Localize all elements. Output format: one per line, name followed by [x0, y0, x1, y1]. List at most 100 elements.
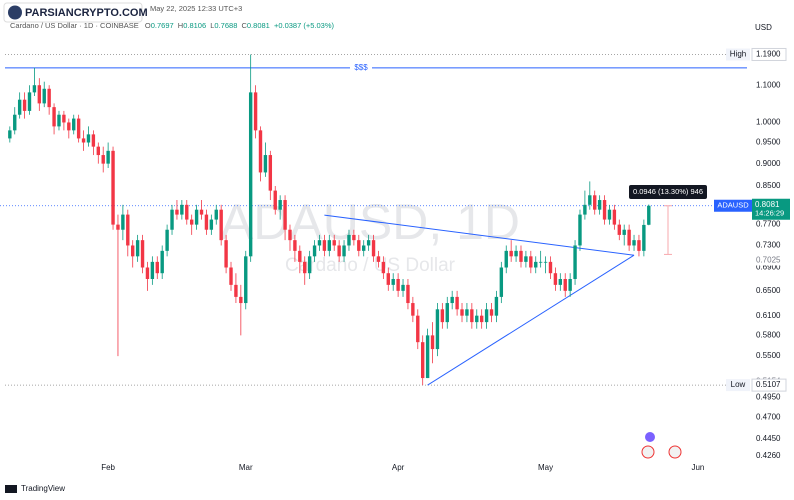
level-price-box	[751, 378, 787, 392]
candle-body	[573, 245, 577, 279]
candle-body	[519, 250, 523, 262]
candle-body	[509, 250, 513, 257]
candle-body	[8, 130, 12, 139]
candle-body	[42, 88, 46, 104]
y-tick-label: 0.4950	[756, 392, 781, 401]
y-tick-label: 0.5800	[756, 330, 781, 339]
candle-body	[489, 309, 494, 316]
candle-body	[322, 240, 327, 251]
ohlc-key: C	[241, 21, 247, 30]
candle-body	[440, 309, 445, 323]
ohlc-value: 0.8081	[247, 21, 270, 30]
candle-body	[475, 315, 479, 323]
candle-body	[175, 209, 179, 215]
candle-body	[67, 122, 71, 131]
candle-body	[396, 278, 400, 291]
candle-body	[180, 204, 184, 215]
candle-body	[165, 229, 169, 251]
candle-body	[543, 261, 548, 263]
axis-label: 0.7025	[756, 256, 781, 265]
candle-body	[411, 303, 415, 316]
candle-body	[499, 267, 504, 297]
candle-body	[150, 261, 155, 279]
candle-body	[588, 195, 592, 205]
candle-body	[494, 296, 499, 316]
candle-body	[371, 240, 376, 257]
y-tick-label: 0.9500	[756, 138, 781, 147]
logo-box	[3, 2, 143, 23]
candle-body	[91, 134, 96, 147]
candle-body	[622, 229, 626, 235]
level-price: 0.5107	[756, 380, 781, 389]
candle-body	[189, 219, 194, 225]
candle-body	[514, 250, 518, 257]
candle-body	[116, 224, 120, 230]
candle-body	[248, 92, 253, 257]
y-tick-label: 0.4450	[756, 434, 781, 443]
candle-body	[381, 261, 386, 274]
candle-body	[337, 245, 341, 257]
candle-body	[111, 150, 115, 225]
candle-body	[406, 284, 410, 304]
candle-body	[13, 114, 17, 131]
ohlc-key: O	[145, 21, 151, 30]
candle-body	[268, 155, 273, 191]
candle-body	[57, 114, 61, 127]
candle-body	[185, 204, 189, 220]
ohlc-value: 0.8106	[183, 21, 206, 30]
candle-body	[391, 278, 395, 285]
footer-text: TradingView	[21, 484, 65, 493]
candle-body	[317, 240, 322, 246]
x-tick-label: Apr	[392, 463, 405, 472]
measure-box	[629, 185, 707, 199]
candle-body	[293, 240, 297, 251]
candle-body	[435, 309, 440, 350]
candle-body	[72, 118, 76, 131]
candle-body	[131, 245, 135, 257]
candle-body	[578, 214, 582, 246]
candle-body	[362, 245, 366, 251]
trendline	[324, 214, 635, 256]
footer-icon	[5, 485, 17, 493]
footer: TradingView	[5, 484, 65, 493]
candle-body	[420, 342, 425, 379]
ohlc-key: L	[210, 21, 214, 30]
price-label: 0.8081	[755, 200, 780, 209]
candle-body	[376, 256, 381, 262]
candle-body	[352, 234, 356, 241]
candle-body	[214, 209, 218, 220]
candle-body	[22, 99, 27, 111]
key-level-label-bg	[350, 62, 372, 73]
candle-body	[224, 240, 228, 268]
candle-body	[538, 261, 543, 263]
events	[641, 432, 682, 459]
candle-body	[303, 261, 307, 274]
y-tick-label: 0.6100	[756, 311, 781, 320]
x-tick-label: Mar	[239, 463, 253, 472]
candle-body	[258, 130, 263, 173]
candle-body	[244, 256, 248, 304]
x-tick-label: Feb	[101, 463, 115, 472]
axis-label-bg	[753, 255, 783, 266]
trendline	[427, 254, 635, 386]
y-tick-label: 0.6500	[756, 286, 781, 295]
candle-body	[52, 107, 56, 127]
candle-body	[366, 240, 371, 246]
candle-body	[86, 134, 91, 143]
watermark-subtitle: Cardano / US Dollar	[285, 255, 456, 276]
event-icon	[645, 432, 655, 442]
currency: USD	[755, 23, 772, 32]
candle-body	[347, 234, 351, 246]
y-tick-label: 1.0000	[756, 118, 781, 127]
candle-body	[263, 155, 268, 173]
candle-body	[617, 224, 621, 235]
candle-body	[253, 92, 258, 131]
candle-body	[332, 240, 336, 246]
candle-body	[234, 284, 238, 297]
candle-body	[32, 85, 37, 93]
candle-body	[170, 209, 174, 230]
candle-body	[204, 214, 209, 230]
y-tick-label: 0.6900	[756, 263, 781, 272]
symbol-box	[714, 199, 752, 212]
